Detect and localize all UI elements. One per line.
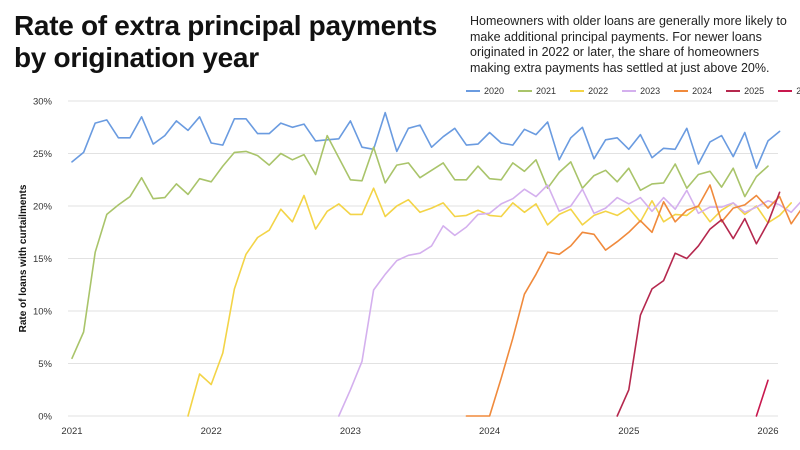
legend-label: 2026: [796, 86, 800, 96]
legend-label: 2022: [588, 86, 609, 96]
x-tick-label: 2023: [340, 426, 361, 437]
series-line-2024: [465, 184, 800, 417]
legend-label: 2021: [536, 86, 557, 96]
series-line-2023: [337, 184, 800, 417]
chart-title: Rate of extra principal payments by orig…: [14, 10, 437, 73]
chart-legend: 2020 2021 2022 2023 2024 2025 2026: [466, 86, 800, 96]
legend-swatch: [726, 90, 741, 92]
chart-subtitle: Homeowners with older loans are generall…: [470, 14, 787, 75]
series-line-2026: [755, 379, 769, 417]
legend-swatch: [622, 90, 637, 92]
y-tick-label: 15%: [33, 254, 53, 265]
x-tick-label: 2026: [757, 426, 778, 437]
series-line-2020: [71, 111, 781, 169]
x-tick-label: 2024: [479, 426, 500, 437]
legend-swatch: [466, 90, 480, 92]
series-line-2021: [71, 134, 769, 360]
legend-item-2021: 2021: [518, 86, 556, 96]
y-tick-label: 20%: [33, 202, 53, 213]
legend-swatch: [518, 90, 533, 92]
legend-label: 2024: [692, 86, 713, 96]
legend-label: 2020: [484, 86, 505, 96]
legend-item-2024: 2024: [674, 86, 712, 96]
y-tick-label: 30%: [33, 97, 53, 108]
series-line-2022: [187, 187, 793, 417]
y-tick-label: 10%: [33, 307, 53, 318]
legend-item-2023: 2023: [622, 86, 660, 96]
legend-item-2025: 2025: [726, 86, 764, 96]
legend-item-2020: 2020: [466, 86, 504, 96]
y-axis-label: Rate of loans with curtailments: [18, 184, 29, 332]
x-tick-label: 2021: [61, 426, 82, 437]
x-tick-label: 2022: [201, 426, 222, 437]
legend-swatch: [674, 90, 689, 92]
legend-item-2022: 2022: [570, 86, 608, 96]
series-line-2025: [616, 191, 781, 417]
y-tick-label: 25%: [33, 149, 53, 160]
legend-label: 2025: [744, 86, 765, 96]
legend-item-2026: 2026: [778, 86, 800, 96]
y-tick-label: 5%: [38, 359, 52, 370]
legend-label: 2023: [640, 86, 661, 96]
x-tick-label: 2025: [618, 426, 639, 437]
legend-swatch: [570, 90, 585, 92]
y-tick-label: 0%: [38, 412, 52, 423]
legend-swatch: [778, 90, 793, 92]
